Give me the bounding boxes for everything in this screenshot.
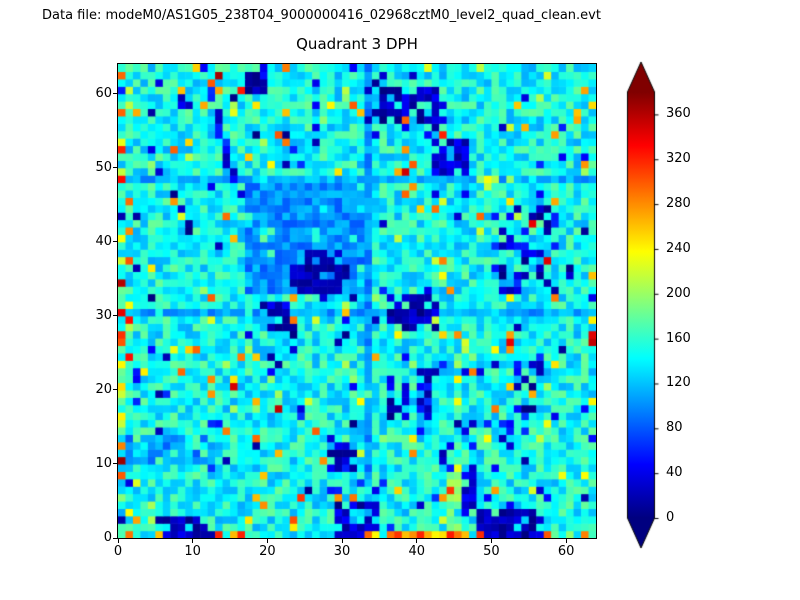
y-tick-mark [113, 463, 117, 465]
x-tick-mark [490, 539, 492, 543]
x-tick-label: 50 [483, 544, 500, 559]
x-tick-label: 30 [333, 544, 351, 559]
plot-area [117, 63, 597, 539]
x-tick-mark [565, 539, 567, 543]
colorbar-tick-label: 280 [666, 196, 691, 212]
y-tick-mark [113, 93, 117, 95]
x-tick-label: 0 [113, 544, 123, 559]
chart-title: Quadrant 3 DPH [296, 35, 418, 53]
x-tick-label: 10 [184, 544, 201, 559]
x-tick-mark [341, 539, 343, 543]
y-tick-mark [113, 315, 117, 317]
colorbar-tick-label: 320 [666, 151, 691, 167]
x-tick-mark [192, 539, 194, 543]
x-tick-label: 40 [408, 544, 426, 559]
colorbar-tick-label: 160 [666, 330, 691, 346]
y-tick-label: 20 [95, 381, 112, 397]
colorbar-tick-label: 40 [666, 465, 683, 481]
y-tick-mark [113, 241, 117, 243]
colorbar-tick-label: 0 [666, 510, 675, 525]
colorbar-tick-label: 240 [666, 240, 691, 256]
y-tick-label: 40 [95, 233, 112, 249]
heatmap [118, 64, 596, 538]
colorbar-tick-label: 200 [666, 285, 691, 301]
y-tick-label: 10 [95, 455, 112, 471]
x-tick-mark [266, 539, 268, 543]
y-tick-label: 0 [103, 530, 112, 545]
x-tick-mark [117, 539, 119, 543]
x-tick-label: 60 [557, 544, 575, 559]
y-tick-mark [113, 389, 117, 391]
y-tick-mark [113, 537, 117, 539]
y-tick-mark [113, 167, 117, 169]
colorbar-tick-label: 360 [666, 106, 691, 122]
x-tick-label: 20 [259, 544, 276, 559]
colorbar-tick-label: 80 [666, 420, 683, 436]
y-tick-label: 30 [95, 307, 112, 323]
y-tick-label: 50 [95, 159, 112, 175]
data-file-label: Data file: modeM0/AS1G05_238T04_90000004… [42, 8, 601, 23]
x-tick-mark [416, 539, 418, 543]
y-tick-label: 60 [95, 85, 112, 101]
colorbar [624, 60, 664, 552]
colorbar-tick-label: 120 [666, 375, 691, 391]
